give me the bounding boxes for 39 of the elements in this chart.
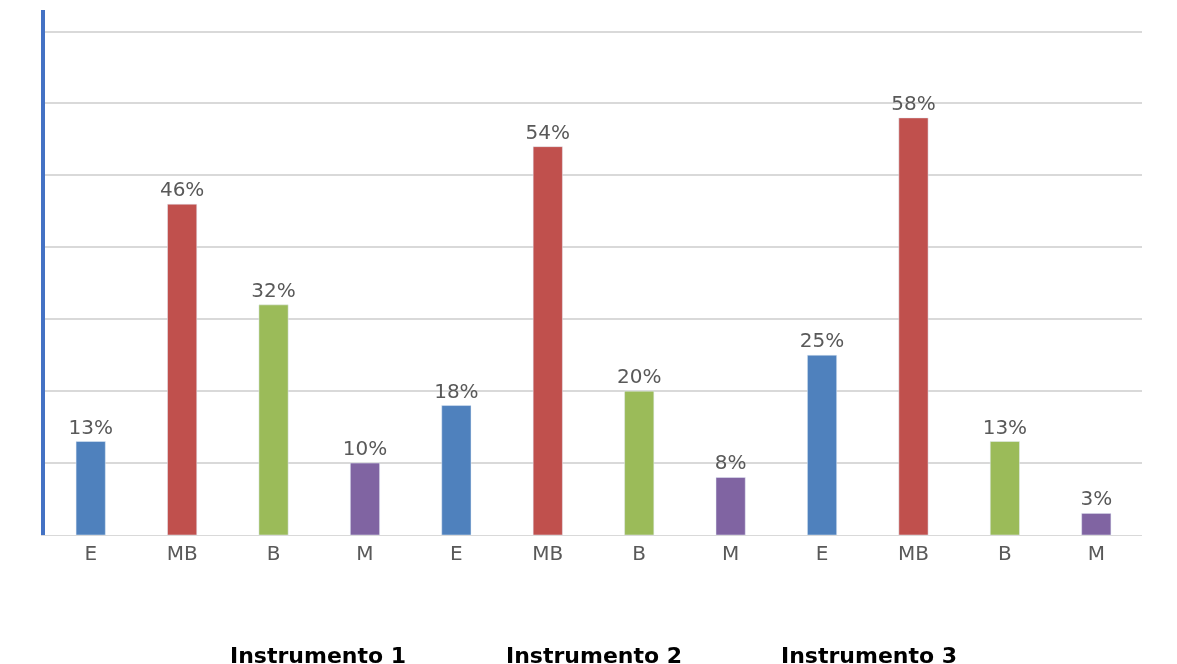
x-tick-label: MB (166, 541, 198, 565)
bar (532, 146, 563, 535)
x-tick-label: B (632, 541, 647, 565)
text: Instrumento 2 (506, 643, 683, 664)
bar (1081, 513, 1112, 535)
bar (624, 390, 655, 535)
data-label: 46% (159, 177, 205, 202)
bar (807, 354, 837, 535)
x-tick-label: MB (532, 541, 564, 565)
data-label: 20% (616, 364, 662, 389)
data-label: 13% (982, 414, 1028, 439)
bar (441, 405, 472, 535)
x-tick-label: M (356, 541, 374, 565)
data-label: 10% (342, 436, 388, 461)
data-label: 8% (714, 450, 747, 475)
bar (715, 477, 746, 535)
data-label: 18% (434, 378, 479, 403)
bar (898, 117, 929, 535)
bar (990, 441, 1020, 535)
data-label: 13% (68, 414, 113, 439)
x-tick-label: MB (897, 541, 929, 565)
data-label: 54% (525, 119, 571, 144)
data-label: 25% (799, 328, 845, 353)
x-tick-label: E (450, 541, 463, 565)
x-tick-label: B (266, 541, 281, 565)
bar (75, 441, 106, 535)
data-label: 3% (1080, 486, 1113, 511)
data-label: 58% (891, 90, 936, 115)
text: Instrumento 3 (781, 643, 958, 664)
bar (350, 462, 380, 535)
x-tick-label: B (998, 541, 1012, 565)
text: Instrumento 1 (230, 643, 407, 664)
x-tick-label: E (815, 541, 829, 565)
bar (258, 304, 289, 535)
x-tick-label: M (722, 541, 740, 565)
bar (167, 203, 197, 535)
data-label: 32% (251, 277, 296, 302)
x-tick-label: M (1087, 541, 1105, 565)
x-tick-label: E (84, 541, 98, 565)
